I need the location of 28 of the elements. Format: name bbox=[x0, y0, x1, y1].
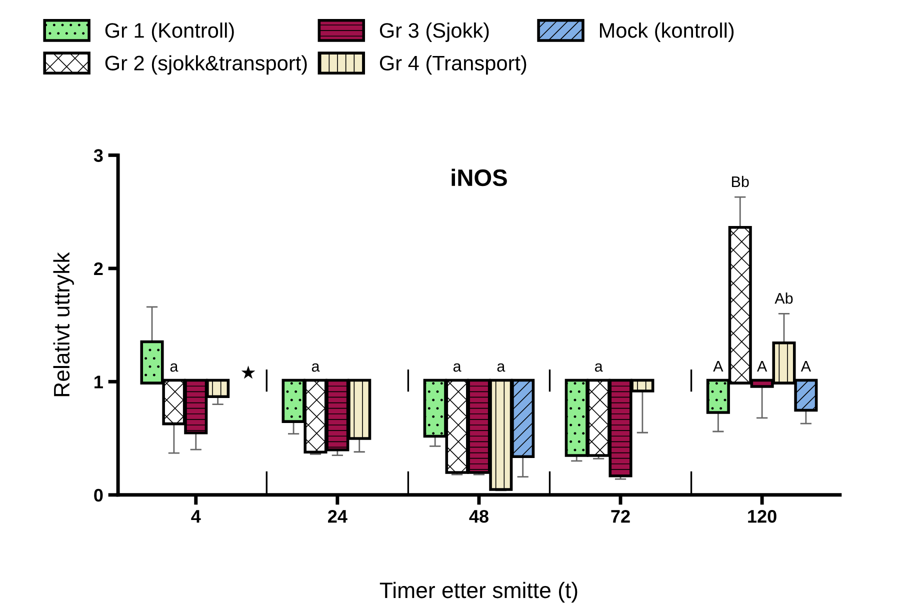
y-tick-label: 3 bbox=[94, 149, 103, 162]
data-label: A bbox=[800, 361, 811, 372]
annotation: ★ bbox=[241, 366, 256, 379]
legend-label: Gr 3 (Sjokk) bbox=[380, 22, 489, 42]
data-label: a bbox=[170, 363, 178, 372]
legend-label: Mock (kontroll) bbox=[600, 22, 734, 42]
data-label: A bbox=[713, 361, 724, 372]
y-tick-label: 0 bbox=[94, 488, 103, 502]
legend-label: Gr 1 (Kontroll) bbox=[105, 22, 234, 42]
data-label: Ab bbox=[774, 292, 793, 304]
x-tick-label: 120 bbox=[748, 510, 776, 523]
y-axis-title: Relativt uttrykk bbox=[53, 252, 74, 396]
data-label: a bbox=[453, 363, 462, 372]
y-tick-label: 1 bbox=[94, 376, 103, 388]
data-label: Bb bbox=[732, 176, 749, 188]
x-tick-label: 72 bbox=[611, 510, 630, 523]
legend-label: Gr 2 (sjokk&transport) bbox=[105, 55, 307, 75]
legend-label: Gr 4 (Transport) bbox=[380, 55, 526, 75]
data-label: a bbox=[594, 363, 603, 372]
data-label: a bbox=[312, 363, 320, 372]
x-tick-label: 4 bbox=[191, 510, 201, 523]
data-label: a bbox=[497, 363, 506, 372]
x-axis-title: Timer etter smitte (t) bbox=[380, 582, 578, 603]
x-tick-label: 48 bbox=[469, 510, 488, 523]
x-tick-label: 24 bbox=[328, 510, 348, 523]
chart-title: iNOS bbox=[452, 168, 507, 186]
data-label: A bbox=[756, 361, 768, 372]
y-tick-label: 2 bbox=[94, 262, 103, 275]
